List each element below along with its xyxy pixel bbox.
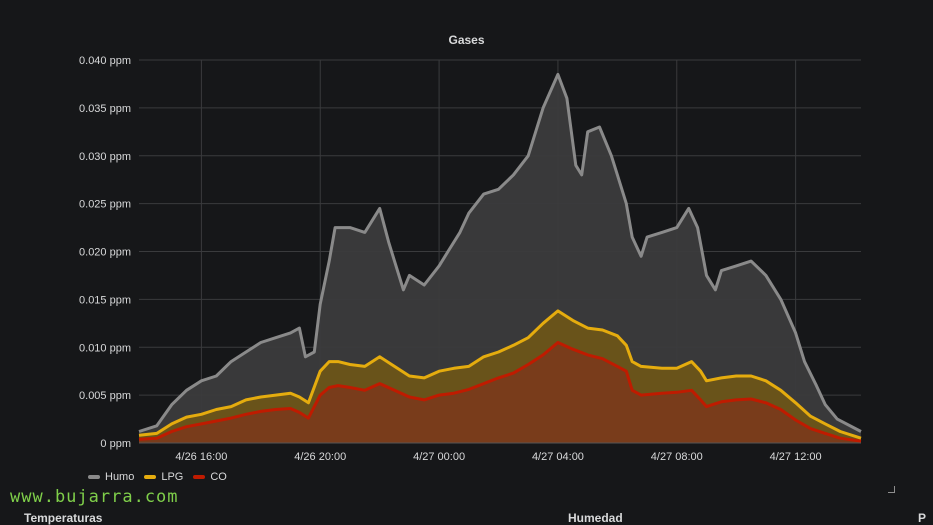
watermark-text: www.bujarra.com xyxy=(10,487,179,507)
y-tick-label: 0.015 ppm xyxy=(79,294,131,306)
y-tick-label: 0.040 ppm xyxy=(79,55,131,67)
axis-layer: 0 ppm 0.005 ppm 0.010 ppm 0.015 ppm 0.020 pp… xyxy=(79,55,861,463)
series-area-layer xyxy=(138,72,862,444)
legend-item-co[interactable]: CO xyxy=(193,471,227,483)
y-tick-label: 0.030 ppm xyxy=(79,151,131,163)
legend-label-lpg: LPG xyxy=(161,471,184,483)
series-line-lpg xyxy=(138,309,862,440)
y-tick-label: 0.035 ppm xyxy=(79,103,131,115)
x-tick-label: 4/26 16:00 xyxy=(175,451,227,463)
x-tick-label: 4/27 12:00 xyxy=(770,451,822,463)
legend-item-humo[interactable]: Humo xyxy=(88,471,134,483)
x-tick-label: 4/27 08:00 xyxy=(651,451,703,463)
chart-legend: Humo LPG CO xyxy=(88,471,227,483)
y-tick-label: 0.020 ppm xyxy=(79,247,131,259)
x-tick-label: 4/27 04:00 xyxy=(532,451,584,463)
legend-swatch-co xyxy=(193,475,206,479)
legend-label-humo: Humo xyxy=(105,471,135,483)
legend-swatch-lpg xyxy=(144,475,157,479)
panel-title[interactable]: Gases xyxy=(448,33,485,47)
series-line-humo xyxy=(138,72,862,433)
y-tick-label: 0.005 ppm xyxy=(79,390,131,402)
panel-resize-handle[interactable] xyxy=(888,486,895,493)
next-panel-title-p: P xyxy=(918,511,927,525)
legend-label-co: CO xyxy=(210,471,227,483)
series-area-co xyxy=(139,342,861,443)
x-tick-label: 4/27 00:00 xyxy=(413,451,465,463)
y-tick-label: 0 ppm xyxy=(100,438,131,450)
y-tick-label: 0.025 ppm xyxy=(79,199,131,211)
x-tick-label: 4/26 20:00 xyxy=(294,451,346,463)
y-tick-label: 0.010 ppm xyxy=(79,342,131,354)
next-panel-title-temperaturas: Temperaturas xyxy=(24,511,103,525)
legend-item-lpg[interactable]: LPG xyxy=(144,471,183,483)
series-area-humo xyxy=(139,74,861,444)
series-line-co xyxy=(138,341,862,443)
next-panel-title-humedad: Humedad xyxy=(568,511,623,525)
legend-swatch-humo xyxy=(88,475,100,479)
